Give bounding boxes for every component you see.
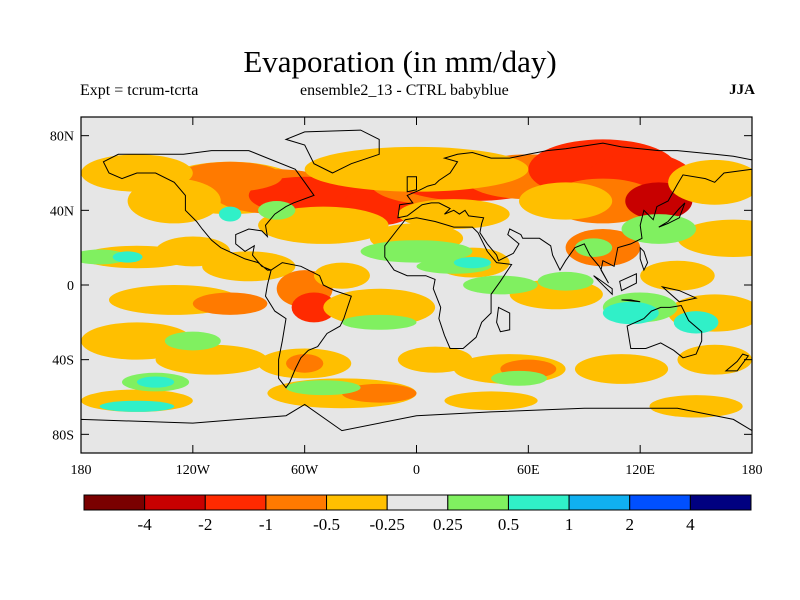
anomaly-patch xyxy=(677,219,752,257)
colorbar-label: 2 xyxy=(625,515,634,534)
anomaly-patch xyxy=(81,249,128,265)
anomaly-patch xyxy=(192,292,268,315)
coastline xyxy=(81,403,752,453)
x-tick-label: 0 xyxy=(413,463,420,478)
colorbar-swatch xyxy=(568,494,631,511)
anomaly-patch xyxy=(537,271,594,291)
anomaly-patch xyxy=(677,344,752,375)
colorbar-swatch xyxy=(265,494,328,511)
colorbar: -4 -2 -1 -0.5 -0.25 0.25 0.5 1 2 4 xyxy=(83,494,752,534)
y-tick-label: 0 xyxy=(67,279,74,294)
x-tick-label: 60W xyxy=(291,463,319,478)
anomaly-patch xyxy=(202,251,296,282)
anomaly-patch xyxy=(127,178,221,224)
x-tick-label: 120E xyxy=(625,463,655,478)
anomaly-patch xyxy=(155,344,268,375)
coastline xyxy=(406,176,417,193)
anomaly-patch xyxy=(360,240,473,263)
anomaly-patch xyxy=(323,288,436,327)
colorbar-label: 0.5 xyxy=(498,515,519,534)
anomaly-patch xyxy=(574,238,613,257)
x-tick-label: 180 xyxy=(742,463,763,478)
anomaly-patch xyxy=(164,331,221,351)
y-tick-label: 40N xyxy=(50,204,74,219)
coastline xyxy=(660,285,698,303)
anomaly-patch xyxy=(397,199,510,229)
anomaly-patch xyxy=(397,346,473,373)
map-title: Evaporation (in mm/day) xyxy=(243,44,557,79)
coastline xyxy=(621,299,641,303)
coastline xyxy=(102,150,315,271)
colorbar-swatch xyxy=(689,494,752,511)
colorbar-swatch xyxy=(326,494,388,511)
anomaly-patch xyxy=(341,314,417,330)
colorbar-label: -0.25 xyxy=(369,515,404,534)
anomaly-patch xyxy=(291,292,337,323)
anomaly-patch xyxy=(640,260,715,291)
season-label: JJA xyxy=(729,82,755,98)
colorbar-label: -1 xyxy=(259,515,273,534)
colorbar-label: 4 xyxy=(686,515,695,534)
anomaly-patch xyxy=(304,146,529,192)
x-tick-label: 120W xyxy=(176,463,211,478)
anomaly-patch xyxy=(313,262,370,289)
anomaly-patch xyxy=(668,159,752,205)
coastline xyxy=(639,246,649,272)
colorbar-swatch xyxy=(144,494,206,511)
anomaly-patch xyxy=(444,391,538,411)
colorbar-swatch xyxy=(629,494,691,511)
colorbar-label: -2 xyxy=(198,515,212,534)
anomaly-patch xyxy=(453,257,492,269)
coastlines xyxy=(81,129,752,453)
colorbar-label: -0.5 xyxy=(313,515,340,534)
colorbar-swatch xyxy=(83,494,146,511)
anomaly-patch xyxy=(99,400,175,412)
anomaly-patch xyxy=(112,251,143,263)
anomaly-patch xyxy=(286,380,361,396)
coastline xyxy=(397,142,752,284)
anomaly-patch xyxy=(491,370,547,386)
coastline xyxy=(593,275,613,296)
coastline xyxy=(619,273,637,292)
y-tick-label: 80N xyxy=(50,130,74,145)
y-tick-label: 80S xyxy=(52,428,74,443)
anomaly-patch xyxy=(574,354,669,384)
anomaly-patch xyxy=(341,383,417,403)
colorbar-label: 0.25 xyxy=(433,515,463,534)
x-tick-label: 180 xyxy=(71,463,92,478)
coastline xyxy=(284,129,380,174)
coastline xyxy=(658,202,686,228)
anomaly-patch xyxy=(136,376,175,388)
anomaly-patch xyxy=(519,182,613,220)
colorbar-swatch xyxy=(447,494,509,511)
axis-ticks: 180 120W 60W 0 60E 120E 180 80N 40N 0 40S 80S xyxy=(50,117,763,478)
y-tick-label: 40S xyxy=(52,354,74,369)
x-tick-label: 60E xyxy=(517,463,540,478)
colorbar-swatch xyxy=(386,494,449,511)
coastline xyxy=(264,262,352,389)
colorbar-label: -4 xyxy=(138,515,153,534)
anomaly-patch xyxy=(463,275,538,295)
coastline xyxy=(626,304,703,359)
anomaly-patch xyxy=(258,201,296,220)
anomaly-patch xyxy=(602,301,659,325)
anomaly-field xyxy=(81,139,752,418)
colorbar-label: 1 xyxy=(565,515,574,534)
colorbar-swatch xyxy=(507,494,570,511)
anomaly-patch xyxy=(649,395,743,418)
coastline xyxy=(724,353,750,372)
anomaly-patch xyxy=(286,354,324,373)
ensemble-label: ensemble2_13 - CTRL babyblue xyxy=(300,82,509,99)
anomaly-patch xyxy=(621,214,697,244)
coastline xyxy=(496,306,511,333)
anomaly-patch xyxy=(218,206,242,222)
coastline xyxy=(384,217,513,349)
experiment-label: Expt = tcrum-tcrta xyxy=(80,82,199,99)
anomaly-patch xyxy=(673,311,719,334)
colorbar-swatch xyxy=(204,494,267,511)
anomaly-patch xyxy=(81,322,193,360)
